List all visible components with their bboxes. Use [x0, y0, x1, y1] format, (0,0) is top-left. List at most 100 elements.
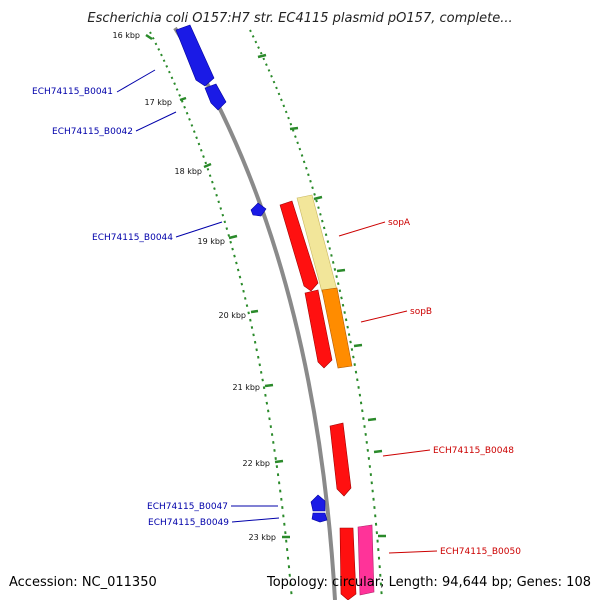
- scale-label-17kbp: 17 kbp: [144, 98, 172, 107]
- outer-tick: [367, 417, 377, 422]
- outer-track-tick: [294, 135, 297, 138]
- gene-arrow-b0050[interactable]: [357, 524, 375, 596]
- outer-track-tick: [309, 179, 312, 183]
- inner-track-tick: [249, 318, 252, 322]
- inner-track-tick: [262, 386, 266, 390]
- inner-track-tick: [238, 275, 242, 279]
- leader-b0048: [382, 449, 431, 457]
- outer-track-tick: [337, 282, 340, 286]
- outer-track-tick: [344, 318, 348, 322]
- outer-tick: [353, 343, 363, 348]
- outer-track-tick: [259, 51, 263, 55]
- inner-track-tick: [213, 187, 216, 191]
- leader-b0041: [116, 69, 156, 93]
- outer-track-tick: [307, 173, 310, 177]
- outer-track-tick: [338, 289, 342, 293]
- outer-track-tick: [257, 46, 260, 49]
- scale-tick-17: [179, 96, 187, 102]
- inner-track-tick: [192, 130, 196, 133]
- outer-track-tick: [265, 63, 268, 66]
- gene-label-b0044[interactable]: ECH74115_B0044: [92, 233, 173, 243]
- inner-track-tick: [247, 311, 250, 315]
- outer-tick: [257, 53, 267, 59]
- scale-tick-marks: [145, 33, 290, 539]
- inner-track-tick: [257, 355, 260, 359]
- gene-label-b0050[interactable]: ECH74115_B0050: [440, 547, 521, 557]
- leader-sopB: [360, 310, 408, 323]
- inner-track-tick: [225, 227, 229, 230]
- inner-track-tick: [206, 167, 210, 171]
- outer-track-tick: [331, 261, 335, 264]
- gene-label-b0048[interactable]: ECH74115_B0048: [433, 446, 514, 456]
- inner-track-tick: [219, 207, 223, 210]
- inner-track-tick: [227, 233, 231, 237]
- gene-arrow-b0048[interactable]: [329, 422, 352, 497]
- gene-arrow-b0050a[interactable]: [339, 527, 357, 600]
- inner-track-tick: [151, 37, 155, 40]
- inner-track-tick: [175, 88, 179, 91]
- inner-track-tick: [217, 200, 220, 204]
- leader-b0042: [135, 111, 177, 132]
- gene-label-b0042[interactable]: ECH74115_B0042: [52, 127, 133, 137]
- gene-arrow-b0041[interactable]: [175, 24, 215, 87]
- gene-label-b0041[interactable]: ECH74115_B0041: [32, 87, 113, 97]
- inner-track-tick: [240, 282, 244, 286]
- scale-label-22kbp: 22 kbp: [242, 459, 270, 468]
- outer-track-tick: [317, 206, 320, 209]
- inner-track-tick: [149, 31, 152, 35]
- gene-label-b0047[interactable]: ECH74115_B0047: [147, 502, 228, 512]
- inner-track-tick: [180, 100, 184, 103]
- outer-tick: [373, 449, 383, 454]
- outer-track-tick: [300, 154, 304, 157]
- outer-track-tick: [277, 92, 281, 96]
- outer-tick-track: [249, 29, 383, 595]
- outer-track-tick: [289, 122, 293, 126]
- scale-labels: 16 kbp 17 kbp 18 kbp 19 kbp 20 kbp 21 kb…: [112, 31, 276, 542]
- inner-track-tick: [185, 111, 189, 115]
- scale-tick-21: [264, 383, 274, 388]
- outer-tick: [336, 268, 346, 273]
- inner-track-tick: [173, 82, 176, 85]
- outer-track-tick: [302, 160, 306, 164]
- scale-tick-22: [274, 459, 284, 464]
- gene-arrow-b0049[interactable]: [311, 512, 328, 523]
- gene-label-sopA[interactable]: sopA: [388, 218, 411, 228]
- inner-track-tick: [264, 393, 267, 397]
- inner-track-tick: [165, 64, 169, 68]
- inner-track-tick: [195, 136, 198, 140]
- inner-track-tick: [202, 155, 205, 158]
- outer-track-tick: [275, 86, 278, 90]
- outer-track-tick: [330, 254, 333, 257]
- inner-track-tick: [208, 174, 212, 178]
- outer-track-tick: [333, 268, 337, 271]
- inner-track-tick: [157, 48, 161, 51]
- gene-label-b0049[interactable]: ECH74115_B0049: [148, 518, 229, 528]
- outer-track-tick: [321, 219, 324, 223]
- scale-label-19kbp: 19 kbp: [197, 237, 225, 246]
- gene-arrow-b0047[interactable]: [310, 494, 326, 512]
- gene-arrow-b0042[interactable]: [204, 83, 227, 111]
- inner-track-tick: [261, 378, 264, 382]
- leader-b0049: [231, 517, 280, 523]
- gene-arrow-b0043[interactable]: [279, 200, 319, 292]
- gene-arrow-b0044[interactable]: [250, 202, 267, 217]
- inner-track-tick: [231, 247, 234, 251]
- outer-track-tick: [287, 116, 290, 120]
- outer-track-tick: [272, 80, 276, 84]
- inner-track-tick: [253, 340, 257, 344]
- inner-track-tick: [204, 161, 208, 165]
- gene-arrow-b0045[interactable]: [304, 289, 333, 369]
- gene-label-sopB[interactable]: sopB: [410, 307, 432, 317]
- inner-track-tick: [252, 333, 255, 337]
- gene-arrow-sopB[interactable]: [321, 287, 353, 369]
- inner-track-tick: [162, 59, 166, 63]
- scale-tick-18: [203, 162, 212, 169]
- outer-major-ticks: [257, 53, 386, 538]
- inner-track-tick: [233, 254, 236, 258]
- inner-track-tick: [215, 193, 218, 197]
- outer-track-tick: [282, 104, 286, 108]
- minus-labels: [116, 69, 280, 523]
- inner-track-tick: [221, 213, 225, 217]
- outer-track-tick: [280, 98, 283, 102]
